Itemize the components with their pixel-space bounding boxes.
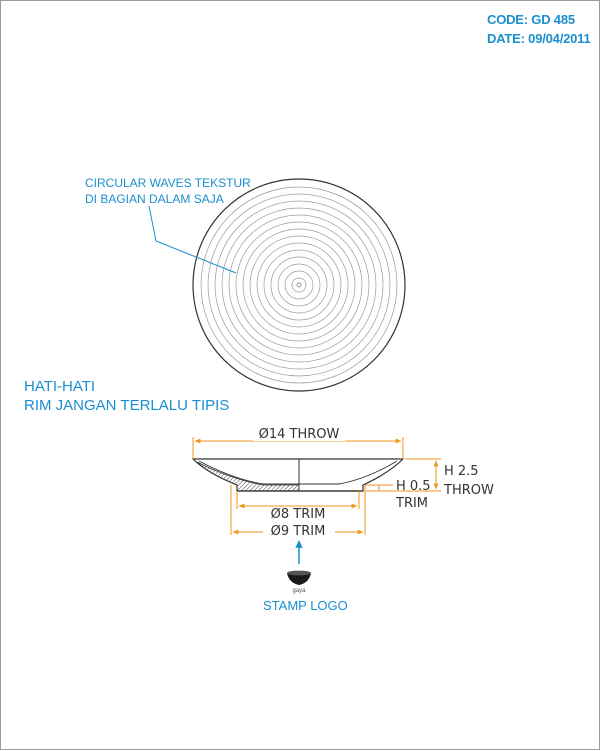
texture-ring (228, 214, 370, 356)
height-trim-label-2: TRIM (395, 496, 428, 511)
texture-ring (207, 193, 391, 377)
throw-diameter-dimension: Ø14 THROW (192, 425, 404, 459)
plate-top-view (192, 178, 406, 392)
plate-cross-section (191, 458, 405, 492)
texture-ring (284, 270, 314, 300)
concentric-rings (200, 186, 398, 384)
trim9-label: Ø9 TRIM (271, 524, 326, 539)
drawing-date: DATE: 09/04/2011 (487, 31, 591, 46)
texture-ring (277, 263, 321, 307)
texture-ring (249, 235, 349, 335)
warning-line1: HATI-HATI (24, 378, 96, 395)
texture-note-line2: DI BAGIAN DALAM SAJA (85, 192, 224, 206)
stamp-logo-label: STAMP LOGO (263, 598, 348, 613)
height-trim-dimension: H 0.5 TRIM (365, 479, 431, 511)
height-throw-dimension: H 2.5 THROW (365, 458, 494, 498)
inner-surface-line (198, 460, 398, 485)
texture-ring (235, 221, 363, 349)
warning-line2: RIM JANGAN TERLALU TIPIS (24, 397, 230, 414)
height-throw-label-2: THROW (443, 483, 494, 498)
trim8-label: Ø8 TRIM (271, 507, 326, 522)
texture-ring (256, 242, 342, 328)
height-throw-label-1: H 2.5 (444, 464, 479, 479)
texture-note: CIRCULAR WAVES TEKSTUR DI BAGIAN DALAM S… (85, 175, 251, 207)
stamp-mark-text: gaya (292, 588, 306, 594)
texture-note-line1: CIRCULAR WAVES TEKSTUR (85, 176, 251, 190)
stamp-logo-mark: gaya (287, 570, 311, 594)
texture-leader-line (148, 205, 237, 274)
texture-ring (200, 186, 398, 384)
height-trim-label-1: H 0.5 (396, 479, 431, 494)
texture-ring (291, 277, 307, 293)
texture-ring (242, 228, 356, 342)
texture-ring (270, 256, 328, 314)
trim9-dimension: Ø9 TRIM (230, 485, 366, 539)
texture-ring (221, 207, 377, 363)
product-code: CODE: GD 485 (487, 12, 575, 27)
warning-note: HATI-HATI RIM JANGAN TERLALU TIPIS (24, 377, 229, 415)
texture-ring (263, 249, 335, 321)
trim8-dimension: Ø8 TRIM (236, 491, 360, 522)
center-dot (296, 282, 302, 288)
throw-diameter-label: Ø14 THROW (259, 427, 340, 442)
texture-ring (214, 200, 384, 370)
